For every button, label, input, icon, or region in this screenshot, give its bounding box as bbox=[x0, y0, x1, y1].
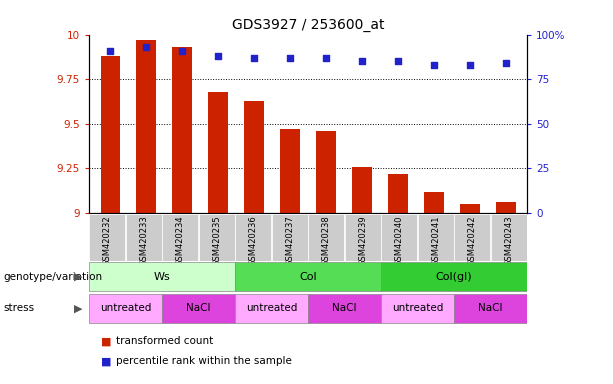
Bar bbox=[308, 214, 344, 261]
Text: untreated: untreated bbox=[100, 303, 151, 313]
Point bbox=[429, 62, 439, 68]
Text: NaCl: NaCl bbox=[186, 303, 211, 313]
Text: percentile rank within the sample: percentile rank within the sample bbox=[116, 356, 292, 366]
Text: ■: ■ bbox=[101, 356, 112, 366]
Bar bbox=[424, 192, 444, 213]
Text: GSM420238: GSM420238 bbox=[322, 215, 331, 266]
Bar bbox=[388, 174, 408, 213]
Text: GSM420242: GSM420242 bbox=[468, 215, 477, 266]
Text: GSM420239: GSM420239 bbox=[359, 215, 367, 266]
Point bbox=[177, 48, 187, 54]
Bar bbox=[381, 214, 417, 261]
Bar bbox=[352, 167, 372, 213]
Text: GSM420237: GSM420237 bbox=[285, 215, 294, 266]
Bar bbox=[235, 262, 381, 291]
Bar bbox=[454, 214, 490, 261]
Bar bbox=[162, 214, 198, 261]
Bar bbox=[454, 294, 527, 323]
Text: GSM420234: GSM420234 bbox=[176, 215, 185, 266]
Bar bbox=[308, 294, 381, 323]
Text: NaCl: NaCl bbox=[332, 303, 357, 313]
Text: GSM420233: GSM420233 bbox=[139, 215, 148, 266]
Bar bbox=[381, 262, 527, 291]
Bar bbox=[381, 294, 454, 323]
Bar bbox=[137, 40, 156, 213]
Bar bbox=[89, 214, 125, 261]
Point bbox=[285, 55, 295, 61]
Bar bbox=[172, 47, 192, 213]
Bar bbox=[496, 202, 516, 213]
Bar bbox=[460, 204, 479, 213]
Point bbox=[213, 53, 223, 59]
Text: ■: ■ bbox=[101, 336, 112, 346]
Bar bbox=[89, 262, 235, 291]
Bar bbox=[244, 101, 264, 213]
Bar bbox=[235, 294, 308, 323]
Text: untreated: untreated bbox=[246, 303, 297, 313]
Text: GSM420236: GSM420236 bbox=[249, 215, 257, 266]
Bar bbox=[89, 294, 162, 323]
Bar bbox=[345, 214, 381, 261]
Text: ▶: ▶ bbox=[74, 272, 83, 282]
Text: GSM420243: GSM420243 bbox=[504, 215, 514, 266]
Point bbox=[321, 55, 331, 61]
Bar bbox=[235, 214, 271, 261]
Text: transformed count: transformed count bbox=[116, 336, 214, 346]
Bar bbox=[280, 129, 300, 213]
Bar bbox=[126, 214, 162, 261]
Bar bbox=[316, 131, 336, 213]
Text: NaCl: NaCl bbox=[478, 303, 503, 313]
Text: stress: stress bbox=[3, 303, 34, 313]
Point bbox=[393, 58, 403, 65]
Text: GSM420241: GSM420241 bbox=[432, 215, 440, 266]
Text: ▶: ▶ bbox=[74, 303, 83, 313]
Text: Ws: Ws bbox=[154, 272, 170, 282]
Bar bbox=[199, 214, 235, 261]
Point bbox=[357, 58, 367, 65]
Point bbox=[249, 55, 259, 61]
Text: GSM420235: GSM420235 bbox=[212, 215, 221, 266]
Bar bbox=[272, 214, 308, 261]
Point bbox=[142, 44, 151, 50]
Bar bbox=[418, 214, 454, 261]
Title: GDS3927 / 253600_at: GDS3927 / 253600_at bbox=[232, 18, 384, 32]
Bar bbox=[162, 294, 235, 323]
Point bbox=[501, 60, 511, 66]
Point bbox=[465, 62, 474, 68]
Text: GSM420240: GSM420240 bbox=[395, 215, 404, 266]
Text: Col(gl): Col(gl) bbox=[436, 272, 473, 282]
Bar bbox=[101, 56, 120, 213]
Bar bbox=[208, 92, 228, 213]
Text: Col: Col bbox=[299, 272, 317, 282]
Text: GSM420232: GSM420232 bbox=[102, 215, 112, 266]
Bar bbox=[491, 214, 527, 261]
Text: untreated: untreated bbox=[392, 303, 443, 313]
Point bbox=[105, 48, 115, 54]
Text: genotype/variation: genotype/variation bbox=[3, 272, 102, 282]
